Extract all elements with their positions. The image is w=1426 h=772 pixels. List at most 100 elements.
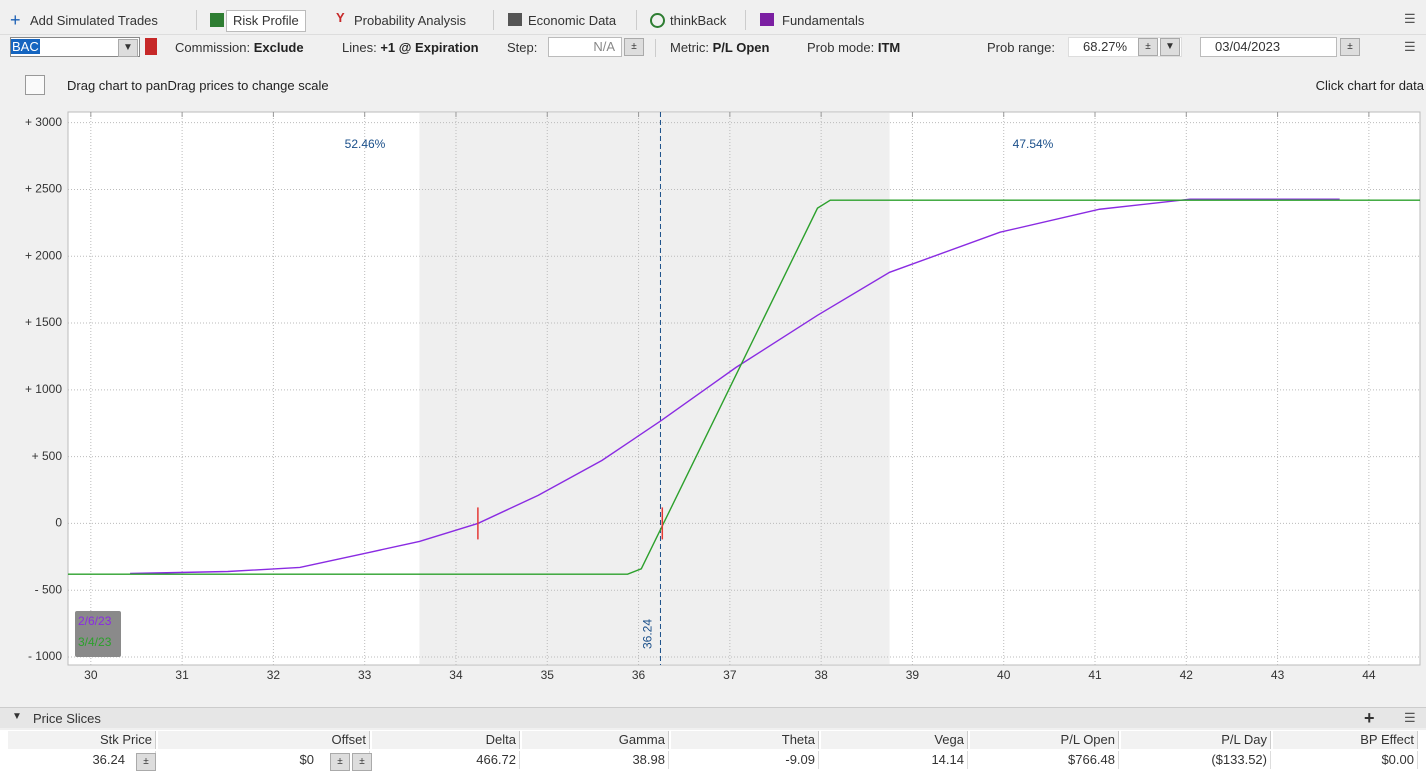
- price-slices-title: Price Slices: [33, 711, 101, 726]
- column-header: P/L Open: [970, 731, 1119, 749]
- column-header: Gamma: [522, 731, 669, 749]
- cell: $766.48: [970, 751, 1119, 769]
- separator: [745, 10, 746, 30]
- y-tick-label: - 1000: [28, 649, 62, 663]
- spinner[interactable]: ±: [136, 753, 156, 771]
- metric[interactable]: Metric: P/L Open: [670, 40, 769, 55]
- x-tick-label: 43: [1271, 668, 1285, 682]
- cell: -9.09: [671, 751, 819, 769]
- legend-box: [75, 611, 121, 657]
- dropdown[interactable]: ▼: [1160, 38, 1180, 56]
- y-tick-label: + 2000: [25, 248, 62, 262]
- tab[interactable]: Probability Analysis: [354, 13, 466, 28]
- thinkback-icon: [650, 13, 665, 28]
- label: Commission:: [175, 40, 251, 55]
- step-label: Step:: [507, 40, 538, 55]
- toolbar: + Add Simulated Trades Risk Profile Y Pr…: [0, 8, 1426, 35]
- cell: ($133.52): [1121, 751, 1271, 769]
- menu-icon[interactable]: ☰: [1404, 11, 1416, 26]
- prob-range: 68.27%: [1083, 39, 1128, 54]
- itm-range: [419, 113, 890, 664]
- symbol-input[interactable]: BAC: [10, 37, 140, 57]
- risk-icon: [210, 13, 224, 27]
- tab[interactable]: Economic Data: [528, 13, 617, 28]
- date: 03/04/2023: [1215, 39, 1281, 54]
- econ-icon: [508, 13, 522, 26]
- cell: 36.24: [8, 751, 156, 769]
- y-tick-label: - 500: [35, 582, 63, 596]
- spinner[interactable]: ±: [330, 753, 350, 771]
- price-slices-table: Stk Price 36.24 Offset $0 Delta 466.72 Gamma 38…: [0, 730, 1426, 772]
- price-slices-header: ▼ Price Slices + ☰: [0, 707, 1426, 728]
- column-header: Offset: [158, 731, 370, 749]
- column-header: P/L Day: [1121, 731, 1271, 749]
- spinner[interactable]: ±: [352, 753, 372, 771]
- prob-range-label: Prob range:: [987, 40, 1055, 55]
- menu-icon[interactable]: ☰: [1404, 710, 1416, 725]
- spinner[interactable]: ±: [624, 38, 644, 56]
- hint-right: Click chart for data: [1315, 78, 1424, 93]
- value: P/L Open: [712, 40, 770, 55]
- collapse-icon[interactable]: ▼: [12, 711, 22, 722]
- current-price-label: 36.24: [641, 619, 655, 649]
- menu-icon[interactable]: ☰: [1404, 39, 1416, 54]
- spinner[interactable]: ±: [1138, 38, 1158, 56]
- plus-icon: +: [10, 10, 21, 30]
- x-tick-label: 30: [84, 668, 98, 682]
- column-header: BP Effect: [1273, 731, 1418, 749]
- fund-icon: [760, 13, 774, 26]
- chart-icon[interactable]: [25, 75, 45, 95]
- separator: [196, 10, 197, 30]
- dropdown[interactable]: ▼: [118, 39, 138, 57]
- symbol: BAC: [11, 39, 40, 54]
- alert-badge: [145, 38, 157, 55]
- x-tick-label: 41: [1088, 668, 1102, 682]
- y-tick-label: 0: [55, 516, 62, 530]
- label: Lines:: [342, 40, 377, 55]
- tab-selected[interactable]: Risk Profile: [226, 10, 306, 32]
- series-line: [130, 198, 1340, 575]
- prob-mode[interactable]: Prob mode: ITM: [807, 40, 900, 55]
- x-tick-label: 40: [997, 668, 1011, 682]
- cell: 14.14: [821, 751, 968, 769]
- value: ITM: [877, 40, 901, 55]
- separator: [655, 39, 656, 57]
- hint-bar: Drag chart to panDrag prices to change s…: [0, 70, 1426, 100]
- spinner[interactable]: ±: [1340, 38, 1360, 56]
- x-tick-label: 34: [449, 668, 463, 682]
- prob-icon: Y: [336, 10, 345, 25]
- x-tick-label: 44: [1362, 668, 1376, 682]
- label: Prob mode:: [807, 40, 875, 55]
- column-header: Theta: [671, 731, 819, 749]
- date-input[interactable]: 03/04/2023: [1200, 37, 1337, 57]
- tab[interactable]: thinkBack: [670, 13, 727, 28]
- tab[interactable]: Fundamentals: [782, 13, 865, 28]
- x-tick-label: 31: [175, 668, 189, 682]
- value: +1 @ Expiration: [380, 40, 479, 55]
- column-header: Stk Price: [8, 731, 156, 749]
- y-tick-label: + 3000: [25, 115, 62, 129]
- add-icon[interactable]: +: [1364, 708, 1375, 728]
- x-tick-label: 33: [358, 668, 372, 682]
- step-input[interactable]: N/A: [548, 37, 622, 57]
- commission[interactable]: Commission: Exclude: [175, 40, 304, 55]
- chart[interactable]: + 3000 + 2500 + 2000 + 1500 + 1000 + 500 0 - 50…: [0, 0, 1426, 700]
- cell: $0.00: [1273, 751, 1418, 769]
- column-header: Delta: [372, 731, 520, 749]
- separator: [636, 10, 637, 30]
- tab[interactable]: Add Simulated Trades: [30, 13, 158, 28]
- series-line: [68, 199, 1420, 575]
- hint: Drag chart to panDrag prices to change s…: [67, 78, 329, 93]
- y-tick-label: + 2500: [25, 182, 62, 196]
- cell: 38.98: [522, 751, 669, 769]
- column-header: Vega: [821, 731, 968, 749]
- controls: BAC ▼ Commission: Exclude Lines: +1 @ Ex…: [0, 35, 1426, 61]
- probability-label: 52.46%: [345, 137, 386, 151]
- x-tick-label: 37: [723, 668, 737, 682]
- value: Exclude: [253, 40, 304, 55]
- lines[interactable]: Lines: +1 @ Expiration: [342, 40, 479, 55]
- label: Metric:: [670, 40, 709, 55]
- x-tick-label: 32: [267, 668, 281, 682]
- legend-entry: 3/4/23: [78, 635, 112, 649]
